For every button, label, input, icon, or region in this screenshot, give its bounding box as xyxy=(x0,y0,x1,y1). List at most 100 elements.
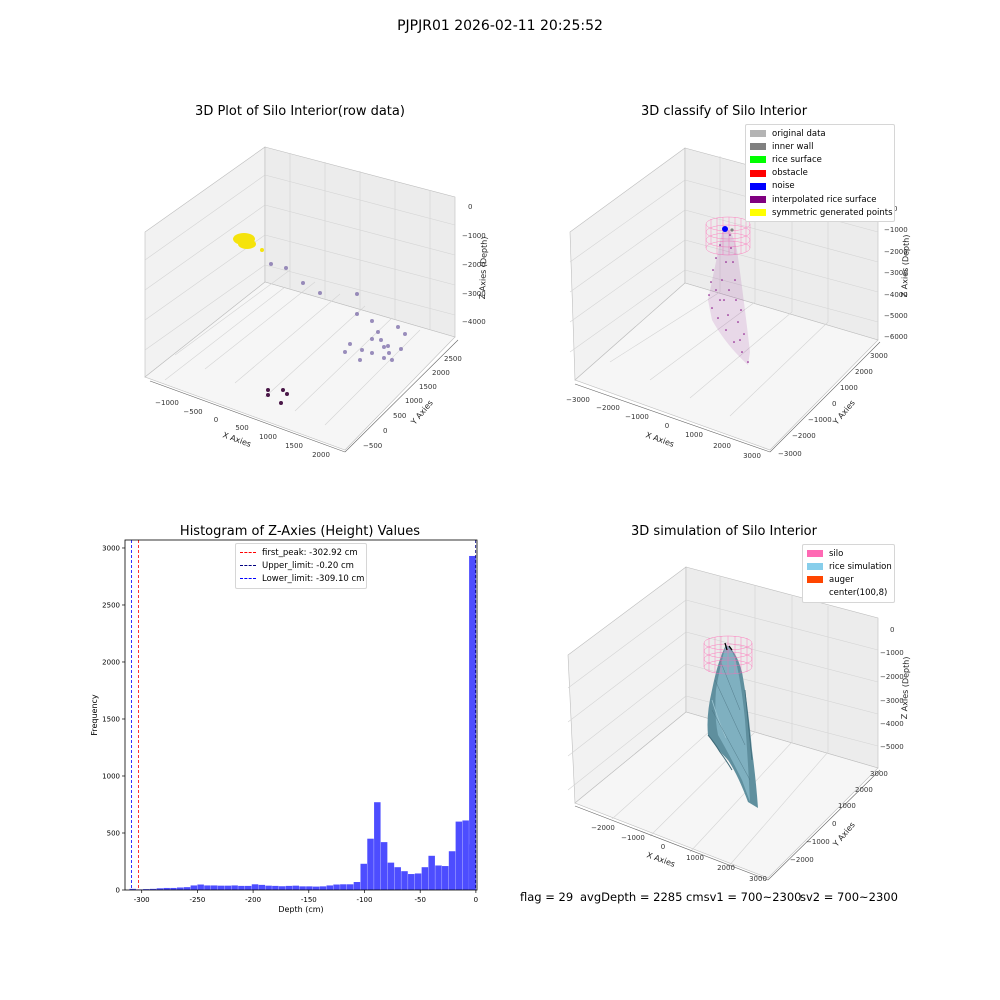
histogram-bar xyxy=(210,885,218,890)
histogram-bar xyxy=(156,888,164,890)
histogram-bar xyxy=(401,871,408,890)
p4-ztick: −5000 xyxy=(880,743,904,751)
histogram-bar xyxy=(292,885,300,890)
histogram-bar xyxy=(285,885,293,890)
p2-ztick: −6000 xyxy=(884,333,908,341)
plot2-title: 3D classify of Silo Interior xyxy=(640,104,808,119)
p4-xtick: 0 xyxy=(661,843,665,851)
p2-inner-wall-points xyxy=(730,228,734,232)
p4-xtick: 2000 xyxy=(717,864,735,872)
histogram-ytick-label: 3000 xyxy=(102,544,120,552)
histogram-ytick-label: 2500 xyxy=(102,601,120,609)
p1-xtick: −500 xyxy=(183,408,202,416)
p1-xtick: 1000 xyxy=(259,433,277,441)
histogram-bar xyxy=(244,885,252,890)
legend-item: silo xyxy=(807,547,890,560)
p4-ztick: −3000 xyxy=(880,697,904,705)
histogram-bar xyxy=(312,886,320,890)
legend-item: symmetric generated points xyxy=(750,206,893,219)
p4-xtick: 3000 xyxy=(749,875,767,883)
p1-xtick: −1000 xyxy=(155,399,179,407)
p2-xtick: −2000 xyxy=(596,404,620,412)
histogram-bar xyxy=(143,889,150,890)
legend-swatch xyxy=(750,169,766,177)
histogram-bar xyxy=(374,802,381,890)
p1-ytick: 1000 xyxy=(405,397,423,405)
legend-label: original data xyxy=(772,128,826,139)
legend-label: rice surface xyxy=(772,154,822,165)
p4-xtick: 1000 xyxy=(686,854,704,862)
p4-xtick: −2000 xyxy=(591,824,615,832)
histogram-bar xyxy=(163,887,170,890)
p2-zlabel: Z Axies (Depth) xyxy=(900,234,911,297)
p2-ztick: −5000 xyxy=(884,312,908,320)
p4-xlabel: X Axies xyxy=(645,850,676,869)
plot2-legend: original data inner wall rice surface ob… xyxy=(745,124,895,223)
p4-ytick: −1000 xyxy=(806,838,830,846)
legend-label: auger xyxy=(829,574,854,585)
p1-xtick: 2000 xyxy=(312,451,330,459)
p4-silo-wireframe xyxy=(703,635,753,675)
histogram-bar xyxy=(183,887,191,890)
p2-ytick: −3000 xyxy=(778,450,802,458)
histogram-ytick-label: 500 xyxy=(107,829,120,837)
legend-label: center(100,8) xyxy=(829,588,888,599)
legend-label: Lower_limit: -309.10 cm xyxy=(262,573,365,584)
p4-rice-surface xyxy=(707,645,758,808)
histogram-bar xyxy=(448,851,456,890)
histogram-bar xyxy=(265,885,272,890)
p1-xtick: 1500 xyxy=(285,442,303,450)
histogram-bar xyxy=(326,885,334,890)
p2-ytick: 3000 xyxy=(870,352,888,360)
legend-item: first_peak: -302.92 cm xyxy=(240,546,362,559)
p1-ztick: −3000 xyxy=(462,290,486,298)
p1-ztick: −2000 xyxy=(462,261,486,269)
legend-label: inner wall xyxy=(772,141,814,152)
legend-label: interpolated rice surface xyxy=(772,194,877,205)
histogram-ytick-label: 1000 xyxy=(102,772,120,780)
p2-xtick: −1000 xyxy=(625,413,649,421)
legend-line-blue xyxy=(240,578,256,580)
legend-label: obstacle xyxy=(772,168,808,179)
histogram-xtick-label: -300 xyxy=(134,896,150,904)
histogram-ytick-label: 2000 xyxy=(102,658,120,666)
histogram-bar xyxy=(462,820,469,890)
p4-zlabel: Z Axies (Depth) xyxy=(900,656,911,719)
p4-ztick: −4000 xyxy=(880,720,904,728)
p4-ytick: 1000 xyxy=(838,802,856,810)
p2-rice-surface-points xyxy=(708,230,750,365)
histogram-bar xyxy=(217,885,225,890)
p4-auger-marker xyxy=(724,642,733,651)
p2-silo-wireframe xyxy=(705,216,751,256)
p2-xtick: 2000 xyxy=(713,442,731,450)
histogram-bar xyxy=(346,884,354,890)
histogram-bar xyxy=(170,887,177,890)
p2-ytick: 2000 xyxy=(855,368,873,376)
histogram-bar xyxy=(360,863,367,890)
histogram-legend: first_peak: -302.92 cm Upper_limit: -0.2… xyxy=(235,543,367,589)
histogram-bar xyxy=(435,865,442,890)
legend-item: Upper_limit: -0.20 cm xyxy=(240,559,362,572)
histogram-bar xyxy=(258,884,266,890)
p1-ytick: 2500 xyxy=(444,355,462,363)
legend-swatch xyxy=(807,563,823,571)
histogram-ylabel: Frequency xyxy=(90,694,99,736)
p2-ztick: −1000 xyxy=(884,226,908,234)
legend-swatch xyxy=(750,130,766,138)
p1-ytick: 500 xyxy=(393,412,406,420)
p1-xtick: 0 xyxy=(214,416,218,424)
histogram-plot-area xyxy=(125,540,477,890)
legend-label: first_peak: -302.92 cm xyxy=(262,547,358,558)
plot4-legend: silo rice simulation auger center(100,8) xyxy=(802,544,895,603)
legend-swatch xyxy=(750,143,766,151)
legend-swatch xyxy=(750,209,766,217)
histogram-bar xyxy=(319,886,327,890)
histogram-bar xyxy=(421,867,429,890)
histogram-title: Histogram of Z-Axies (Height) Values xyxy=(179,524,421,539)
legend-item: auger xyxy=(807,573,890,586)
legend-item: inner wall xyxy=(750,140,890,153)
p2-noise-points xyxy=(722,226,728,232)
histogram-ytick-label: 0 xyxy=(116,887,120,895)
